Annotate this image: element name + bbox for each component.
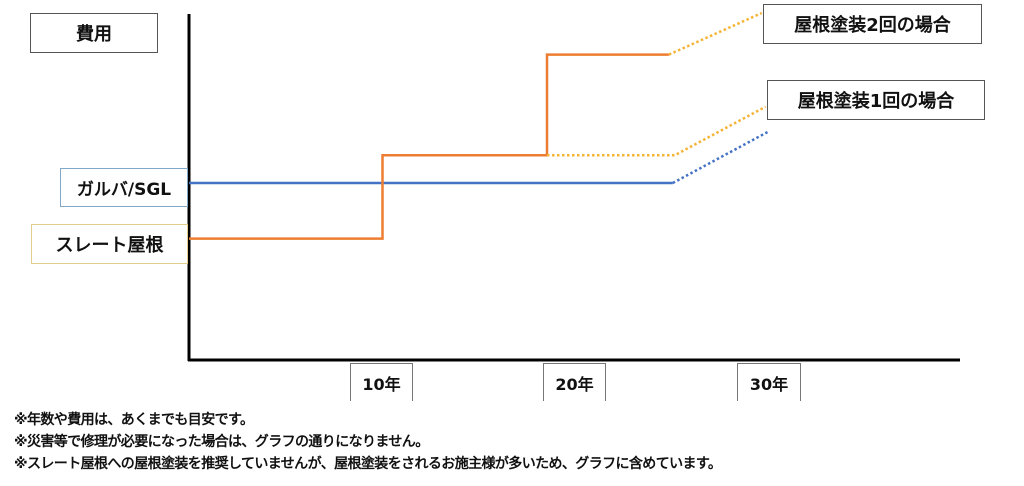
note-2: ※災害等で修理が必要になった場合は、グラフの通りになりません。 — [14, 434, 429, 450]
series-line-4 — [547, 105, 767, 157]
series-line-2 — [189, 53, 669, 240]
legend-galva: ガルバ/SGL — [60, 168, 188, 207]
series-line-3 — [668, 11, 763, 56]
note-3: ※スレート屋根への屋根塗装を推奨していませんが、屋根塗装をされるお施主様が多いた… — [14, 456, 722, 472]
series-line-1 — [672, 129, 771, 185]
label-paint-once: 屋根塗装1回の場合 — [767, 80, 985, 120]
legend-slate: スレート屋根 — [31, 224, 188, 264]
x-tick-20: 20年 — [543, 363, 606, 401]
x-tick-30: 30年 — [737, 363, 801, 401]
label-paint-twice: 屋根塗装2回の場合 — [763, 4, 982, 44]
x-tick-10: 10年 — [350, 363, 413, 401]
y-axis-label: 費用 — [30, 13, 158, 53]
note-1: ※年数や費用は、あくまでも目安です。 — [14, 412, 254, 428]
